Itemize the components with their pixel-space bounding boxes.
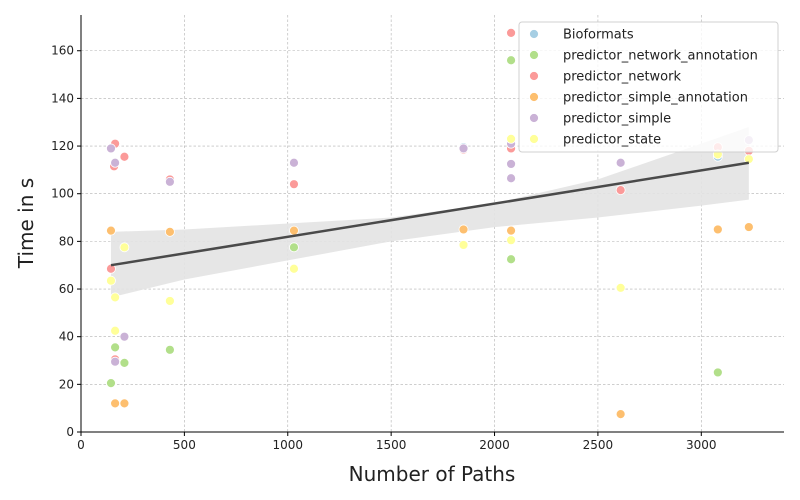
point-predictor-simple-9 bbox=[506, 173, 516, 184]
x-tick-label-500: 500 bbox=[173, 438, 196, 452]
x-tick-label-3000: 3000 bbox=[686, 438, 717, 452]
point-predictor-simple-annotation-6 bbox=[506, 225, 516, 236]
point-predictor-simple-6 bbox=[458, 143, 469, 154]
point-predictor-state-9 bbox=[615, 282, 626, 293]
confidence-band-layer bbox=[110, 126, 749, 298]
point-predictor-network-8 bbox=[506, 27, 516, 38]
point-predictor-state-5 bbox=[289, 263, 299, 274]
x-tick-label-1500: 1500 bbox=[376, 438, 407, 452]
point-predictor-simple-annotation-0 bbox=[106, 225, 116, 236]
y-tick-label-80: 80 bbox=[59, 234, 74, 248]
series-predictor-network-annotation bbox=[106, 55, 723, 389]
point-predictor-simple-2 bbox=[119, 331, 130, 342]
legend-marker-predictor-simple bbox=[529, 113, 539, 123]
y-axis-title: Time in s bbox=[14, 178, 38, 269]
point-predictor-network-annotation-5 bbox=[506, 55, 516, 66]
point-predictor-simple-annotation-2 bbox=[119, 398, 130, 409]
y-tick-label-100: 100 bbox=[51, 187, 74, 201]
point-predictor-network-annotation-6 bbox=[506, 254, 516, 265]
point-predictor-simple-annotation-8 bbox=[615, 409, 626, 420]
point-predictor-network-annotation-2 bbox=[119, 357, 130, 368]
point-predictor-network-annotation-0 bbox=[106, 378, 116, 389]
legend-label-predictor-network-annotation: predictor_network_annotation bbox=[563, 49, 758, 64]
axes: 0 500 1000 1500 2000 2500 3000 0 20 40 60 80 100 120 1… bbox=[51, 15, 784, 452]
point-predictor-network-annotation-1 bbox=[110, 342, 121, 353]
x-tick-label-0: 0 bbox=[77, 438, 85, 452]
series-predictor-simple bbox=[106, 135, 754, 367]
legend: Bioformats predictor_network_annotationpr… bbox=[518, 21, 779, 153]
y-tick-label-140: 140 bbox=[51, 91, 74, 105]
point-predictor-state-3 bbox=[119, 242, 130, 253]
series-predictor-state bbox=[106, 134, 754, 336]
legend-box bbox=[518, 21, 779, 153]
regression-layer bbox=[110, 161, 750, 267]
point-predictor-network-6 bbox=[289, 179, 299, 190]
confidence-band bbox=[110, 126, 749, 298]
point-predictor-simple-annotation-4 bbox=[289, 225, 299, 236]
point-predictor-simple-1 bbox=[110, 157, 121, 168]
x-tick-label-2500: 2500 bbox=[583, 438, 614, 452]
legend-marker-predictor-network-annotation bbox=[529, 50, 539, 60]
point-predictor-simple-3 bbox=[110, 356, 121, 367]
point-predictor-simple-annotation-9 bbox=[712, 224, 723, 235]
point-predictor-state-6 bbox=[458, 240, 469, 250]
x-tick-label-2000: 2000 bbox=[479, 438, 510, 452]
legend-marker-bioformats bbox=[529, 29, 539, 39]
point-predictor-simple-annotation-10 bbox=[743, 222, 754, 232]
point-predictor-network-annotation-4 bbox=[289, 242, 299, 253]
y-tick-label-20: 20 bbox=[59, 377, 74, 391]
point-predictor-simple-4 bbox=[165, 176, 175, 187]
legend-label-predictor-state: predictor_state bbox=[563, 133, 661, 148]
legend-marker-predictor-state bbox=[529, 134, 539, 144]
point-predictor-simple-5 bbox=[289, 157, 299, 168]
point-predictor-network-annotation-3 bbox=[165, 344, 175, 355]
point-predictor-simple-annotation-1 bbox=[110, 398, 121, 409]
point-predictor-state-7 bbox=[506, 235, 516, 246]
legend-label-predictor-network: predictor_network bbox=[563, 70, 681, 85]
series-predictor-simple-annotation bbox=[106, 138, 754, 420]
x-axis-title: Number of Paths bbox=[349, 462, 516, 486]
point-predictor-simple-0 bbox=[106, 143, 116, 154]
point-predictor-state-0 bbox=[106, 275, 116, 286]
point-predictor-state-1 bbox=[110, 292, 121, 303]
point-predictor-network-10 bbox=[615, 185, 626, 196]
regression-line bbox=[110, 161, 750, 267]
x-tick-label-1000: 1000 bbox=[272, 438, 303, 452]
point-predictor-simple-annotation-5 bbox=[458, 224, 469, 235]
y-tick-label-40: 40 bbox=[59, 330, 74, 344]
point-predictor-simple-10 bbox=[615, 157, 626, 168]
y-tick-label-0: 0 bbox=[66, 425, 74, 439]
legend-label-bioformats: Bioformats bbox=[563, 28, 634, 43]
y-tick-label-120: 120 bbox=[51, 139, 74, 153]
point-predictor-state-4 bbox=[165, 296, 175, 306]
y-tick-label-160: 160 bbox=[51, 44, 74, 58]
legend-marker-predictor-network bbox=[529, 71, 539, 81]
points-layer bbox=[106, 27, 754, 420]
legend-marker-predictor-simple-annotation bbox=[529, 92, 539, 102]
legend-label-predictor-simple-annotation: predictor_simple_annotation bbox=[563, 91, 748, 106]
point-predictor-state-2 bbox=[110, 325, 121, 336]
point-predictor-simple-8 bbox=[506, 159, 516, 169]
point-predictor-network-4 bbox=[119, 151, 130, 162]
point-predictor-simple-annotation-3 bbox=[165, 226, 175, 237]
point-predictor-state-8 bbox=[506, 134, 516, 144]
point-predictor-network-annotation-7 bbox=[712, 367, 723, 378]
y-tick-label-60: 60 bbox=[59, 282, 74, 296]
legend-label-predictor-simple: predictor_simple bbox=[563, 112, 671, 127]
